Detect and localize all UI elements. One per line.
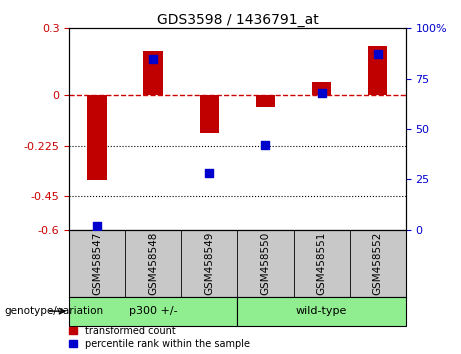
Point	[318, 90, 325, 96]
Text: genotype/variation: genotype/variation	[5, 306, 104, 316]
Bar	[69, 297, 237, 326]
Bar	[312, 82, 331, 95]
Title: GDS3598 / 1436791_at: GDS3598 / 1436791_at	[157, 13, 318, 27]
Point	[374, 52, 381, 57]
Bar	[256, 95, 275, 107]
Text: GSM458551: GSM458551	[317, 232, 326, 295]
Bar	[143, 51, 163, 95]
Bar	[88, 95, 107, 180]
Point	[94, 223, 101, 228]
Text: GSM458548: GSM458548	[148, 232, 158, 295]
Text: GSM458550: GSM458550	[260, 232, 271, 295]
Text: GSM458549: GSM458549	[204, 232, 214, 295]
Legend: transformed count, percentile rank within the sample: transformed count, percentile rank withi…	[70, 326, 250, 349]
Point	[262, 142, 269, 148]
Bar	[237, 297, 406, 326]
Point	[206, 170, 213, 176]
Text: wild-type: wild-type	[296, 306, 347, 316]
Point	[149, 56, 157, 61]
Bar	[368, 46, 387, 95]
Text: GSM458547: GSM458547	[92, 232, 102, 295]
Bar	[200, 95, 219, 133]
Text: p300 +/-: p300 +/-	[129, 306, 177, 316]
Text: GSM458552: GSM458552	[372, 232, 383, 295]
